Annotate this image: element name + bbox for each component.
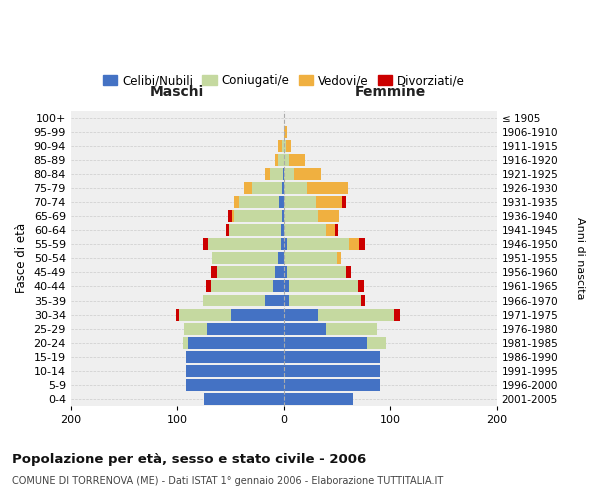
Bar <box>186 365 284 377</box>
Bar <box>239 196 280 208</box>
Bar <box>212 252 278 264</box>
Bar <box>275 266 284 278</box>
Text: Maschi: Maschi <box>150 86 205 100</box>
Bar <box>203 294 265 306</box>
Bar <box>367 336 386 348</box>
Bar <box>278 140 281 152</box>
Bar <box>335 224 338 236</box>
Bar <box>229 210 232 222</box>
Bar <box>358 280 364 292</box>
Bar <box>284 126 287 138</box>
Bar <box>349 238 359 250</box>
Bar <box>284 154 289 166</box>
Bar <box>343 196 346 208</box>
Bar <box>186 379 284 391</box>
Bar <box>273 280 284 292</box>
Bar <box>208 238 281 250</box>
Bar <box>287 266 346 278</box>
Bar <box>284 210 318 222</box>
Bar <box>359 238 365 250</box>
Bar <box>289 280 358 292</box>
Bar <box>284 182 307 194</box>
Bar <box>182 336 188 348</box>
Bar <box>226 224 229 236</box>
Bar <box>307 182 347 194</box>
Bar <box>284 365 380 377</box>
Bar <box>284 140 286 152</box>
Bar <box>188 336 284 348</box>
Bar <box>281 140 284 152</box>
Bar <box>270 168 283 180</box>
Bar <box>284 280 289 292</box>
Bar <box>203 238 208 250</box>
Bar <box>281 224 284 236</box>
Bar <box>281 182 284 194</box>
Bar <box>281 210 284 222</box>
Bar <box>281 238 284 250</box>
Bar <box>318 210 339 222</box>
Bar <box>337 252 341 264</box>
Bar <box>184 322 207 334</box>
Bar <box>326 322 377 334</box>
Bar <box>289 154 305 166</box>
Bar <box>211 266 217 278</box>
Bar <box>284 393 353 405</box>
Bar <box>280 196 284 208</box>
Bar <box>265 294 284 306</box>
Bar <box>361 294 365 306</box>
Bar <box>284 196 316 208</box>
Bar <box>287 238 349 250</box>
Text: Popolazione per età, sesso e stato civile - 2006: Popolazione per età, sesso e stato civil… <box>12 452 366 466</box>
Bar <box>295 168 321 180</box>
Y-axis label: Fasce di età: Fasce di età <box>15 224 28 294</box>
Bar <box>284 266 287 278</box>
Bar <box>234 210 281 222</box>
Bar <box>346 266 351 278</box>
Bar <box>234 196 239 208</box>
Bar <box>284 294 289 306</box>
Bar <box>284 336 367 348</box>
Bar <box>265 168 270 180</box>
Bar <box>286 140 291 152</box>
Bar <box>206 280 211 292</box>
Bar <box>284 168 295 180</box>
Bar <box>394 308 400 320</box>
Bar <box>284 308 318 320</box>
Bar <box>316 196 343 208</box>
Bar <box>284 379 380 391</box>
Bar <box>284 238 287 250</box>
Bar <box>211 280 273 292</box>
Bar <box>176 308 179 320</box>
Bar <box>244 182 252 194</box>
Bar <box>179 308 230 320</box>
Bar <box>278 252 284 264</box>
Bar <box>232 210 234 222</box>
Legend: Celibi/Nubili, Coniugati/e, Vedovi/e, Divorziati/e: Celibi/Nubili, Coniugati/e, Vedovi/e, Di… <box>98 70 469 92</box>
Y-axis label: Anni di nascita: Anni di nascita <box>575 217 585 300</box>
Bar <box>318 308 394 320</box>
Bar <box>204 393 284 405</box>
Bar <box>186 351 284 362</box>
Bar <box>284 224 326 236</box>
Bar <box>252 182 281 194</box>
Bar <box>283 168 284 180</box>
Bar <box>207 322 284 334</box>
Bar <box>229 224 281 236</box>
Text: Femmine: Femmine <box>355 86 426 100</box>
Bar <box>326 224 335 236</box>
Bar <box>284 322 326 334</box>
Bar <box>230 308 284 320</box>
Bar <box>275 154 278 166</box>
Text: COMUNE DI TORRENOVA (ME) - Dati ISTAT 1° gennaio 2006 - Elaborazione TUTTITALIA.: COMUNE DI TORRENOVA (ME) - Dati ISTAT 1°… <box>12 476 443 486</box>
Bar <box>289 294 361 306</box>
Bar <box>284 351 380 362</box>
Bar <box>217 266 275 278</box>
Bar <box>278 154 284 166</box>
Bar <box>284 252 337 264</box>
